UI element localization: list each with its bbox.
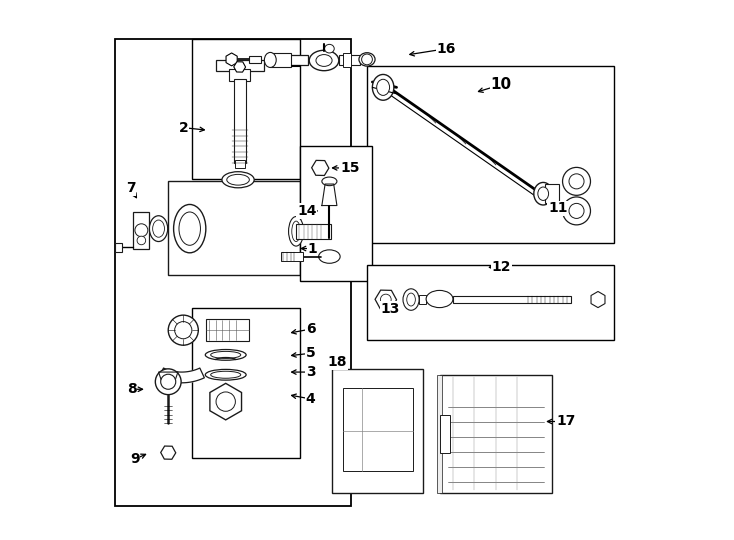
Polygon shape bbox=[159, 368, 204, 383]
Bar bbox=[367, 66, 614, 243]
Bar bbox=[192, 39, 300, 179]
Bar bbox=[300, 146, 372, 281]
Bar bbox=[115, 39, 351, 507]
Ellipse shape bbox=[153, 220, 164, 237]
Text: 17: 17 bbox=[556, 415, 575, 429]
Ellipse shape bbox=[538, 187, 548, 200]
Bar bbox=[206, 320, 249, 341]
Ellipse shape bbox=[324, 44, 334, 53]
Ellipse shape bbox=[206, 349, 246, 360]
Text: 8: 8 bbox=[127, 382, 137, 396]
Circle shape bbox=[362, 54, 372, 65]
Text: 18: 18 bbox=[327, 355, 347, 369]
Text: 11: 11 bbox=[548, 201, 567, 215]
Ellipse shape bbox=[211, 372, 241, 378]
Text: 16: 16 bbox=[437, 42, 457, 56]
Bar bbox=[338, 55, 360, 65]
Circle shape bbox=[175, 322, 192, 339]
Text: 3: 3 bbox=[306, 365, 316, 379]
Circle shape bbox=[216, 392, 236, 411]
Text: 9: 9 bbox=[130, 452, 139, 466]
Bar bbox=[440, 375, 553, 493]
Bar bbox=[343, 388, 413, 471]
Ellipse shape bbox=[534, 183, 553, 205]
Text: 13: 13 bbox=[380, 302, 400, 316]
Bar bbox=[192, 308, 300, 458]
Circle shape bbox=[562, 167, 590, 195]
Ellipse shape bbox=[264, 52, 276, 68]
Ellipse shape bbox=[211, 352, 241, 359]
Text: 6: 6 bbox=[306, 322, 316, 336]
Bar bbox=[343, 53, 352, 67]
Ellipse shape bbox=[316, 55, 332, 66]
Bar bbox=[296, 224, 331, 239]
Circle shape bbox=[569, 204, 584, 218]
Text: 14: 14 bbox=[297, 204, 316, 218]
Ellipse shape bbox=[179, 212, 200, 245]
Ellipse shape bbox=[322, 177, 337, 186]
Text: 1: 1 bbox=[308, 241, 317, 255]
Bar bbox=[168, 181, 300, 275]
Bar bbox=[233, 79, 246, 163]
Circle shape bbox=[161, 374, 175, 389]
Bar bbox=[134, 212, 150, 248]
Text: 7: 7 bbox=[126, 181, 136, 195]
Bar bbox=[332, 369, 424, 493]
Circle shape bbox=[137, 236, 145, 245]
Bar bbox=[453, 296, 571, 303]
Bar bbox=[437, 375, 442, 493]
Text: 4: 4 bbox=[306, 392, 316, 406]
Text: 12: 12 bbox=[492, 260, 511, 274]
Bar bbox=[236, 160, 245, 168]
Ellipse shape bbox=[292, 221, 300, 241]
Bar bbox=[249, 56, 261, 63]
Ellipse shape bbox=[206, 369, 246, 380]
Bar bbox=[289, 55, 308, 65]
Ellipse shape bbox=[288, 217, 304, 246]
Text: 15: 15 bbox=[340, 161, 360, 175]
Ellipse shape bbox=[377, 79, 390, 96]
Bar bbox=[419, 295, 426, 304]
Ellipse shape bbox=[426, 291, 453, 308]
Bar bbox=[216, 60, 264, 71]
Ellipse shape bbox=[309, 50, 339, 71]
Circle shape bbox=[156, 369, 181, 395]
Bar bbox=[229, 69, 250, 81]
Polygon shape bbox=[322, 184, 337, 206]
Circle shape bbox=[562, 197, 590, 225]
Ellipse shape bbox=[150, 216, 167, 241]
Polygon shape bbox=[426, 291, 453, 308]
Ellipse shape bbox=[227, 174, 250, 185]
Ellipse shape bbox=[372, 75, 394, 100]
Ellipse shape bbox=[403, 289, 419, 310]
Bar bbox=[440, 415, 450, 453]
Bar bbox=[115, 243, 122, 252]
Bar bbox=[270, 53, 291, 67]
Ellipse shape bbox=[407, 293, 415, 306]
Text: 10: 10 bbox=[491, 77, 512, 92]
Bar bbox=[367, 265, 614, 340]
Text: 5: 5 bbox=[306, 346, 316, 360]
Circle shape bbox=[569, 174, 584, 189]
Ellipse shape bbox=[174, 205, 206, 253]
Ellipse shape bbox=[359, 53, 375, 66]
Text: 2: 2 bbox=[178, 120, 188, 134]
Bar bbox=[545, 184, 559, 203]
Ellipse shape bbox=[222, 172, 254, 188]
Circle shape bbox=[135, 224, 148, 237]
Polygon shape bbox=[159, 372, 178, 382]
Circle shape bbox=[380, 294, 391, 305]
Circle shape bbox=[168, 315, 198, 345]
Bar bbox=[281, 252, 302, 261]
Ellipse shape bbox=[319, 250, 340, 264]
